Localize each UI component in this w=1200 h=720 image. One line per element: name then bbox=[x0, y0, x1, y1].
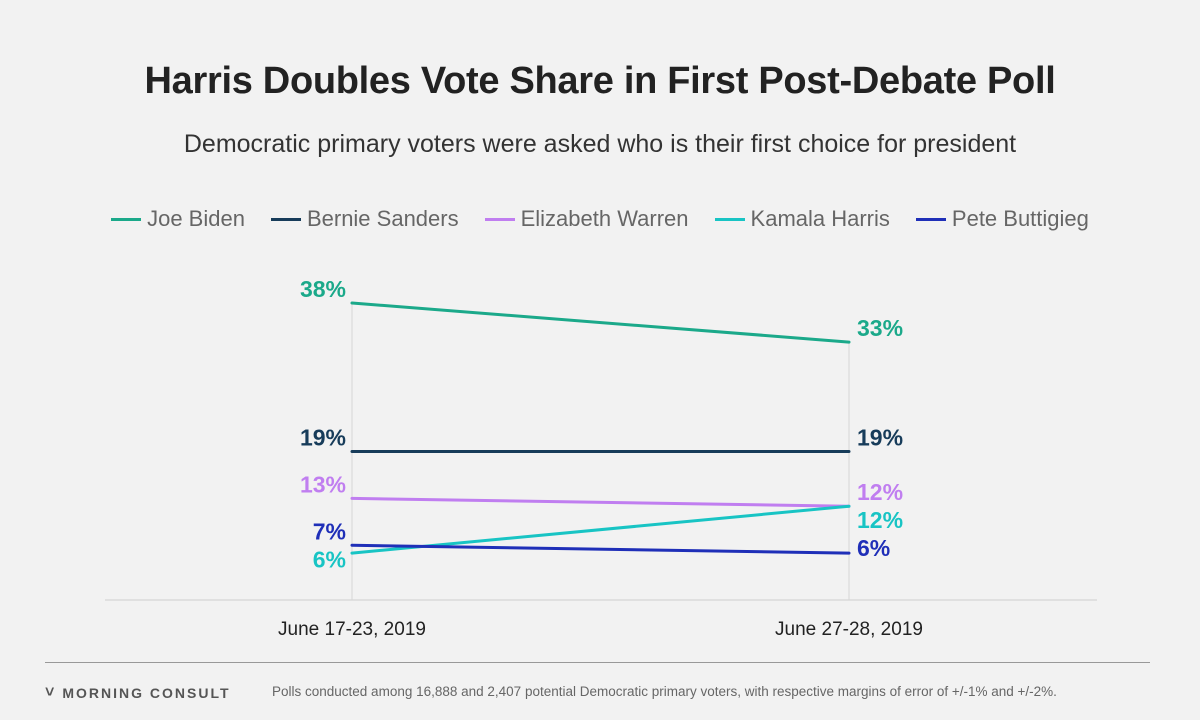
data-label: 38% bbox=[300, 276, 346, 302]
data-label: 13% bbox=[300, 471, 346, 497]
legend-label: Pete Buttigieg bbox=[951, 206, 1089, 231]
legend-item: Elizabeth Warren bbox=[484, 206, 689, 232]
data-label: 12% bbox=[857, 479, 903, 505]
data-label: 6% bbox=[313, 546, 346, 572]
series-line bbox=[350, 301, 851, 344]
data-label: 7% bbox=[313, 518, 346, 544]
chart-title: Harris Doubles Vote Share in First Post-… bbox=[144, 60, 1056, 102]
series-line bbox=[350, 496, 851, 508]
legend-label: Kamala Harris bbox=[750, 206, 890, 231]
source-note: Polls conducted among 16,888 and 2,407 p… bbox=[272, 684, 1057, 699]
brand: ˅ MORNING CONSULT bbox=[45, 684, 231, 702]
data-label: 19% bbox=[857, 425, 903, 451]
data-label: 6% bbox=[857, 535, 890, 561]
x-tick-label: June 27-28, 2019 bbox=[775, 619, 923, 640]
morning-consult-logo-icon: ˅ bbox=[45, 684, 55, 701]
legend-item: Kamala Harris bbox=[714, 206, 890, 232]
chart-legend: Joe Biden Bernie Sanders Elizabeth Warren K… bbox=[0, 206, 1200, 232]
legend-swatch bbox=[111, 217, 142, 221]
brand-name: MORNING CONSULT bbox=[62, 685, 231, 701]
data-label: 19% bbox=[300, 425, 346, 451]
legend-swatch bbox=[484, 217, 515, 221]
legend-label: Elizabeth Warren bbox=[520, 206, 689, 231]
footer-divider bbox=[45, 662, 1150, 663]
data-label: 12% bbox=[857, 507, 903, 533]
series-line bbox=[350, 543, 851, 555]
chart-subtitle: Democratic primary voters were asked who… bbox=[183, 130, 1017, 158]
legend-item: Bernie Sanders bbox=[270, 206, 459, 232]
data-label: 33% bbox=[857, 315, 903, 341]
legend-swatch bbox=[915, 217, 946, 221]
legend-label: Joe Biden bbox=[147, 206, 245, 231]
legend-item: Joe Biden bbox=[111, 206, 245, 232]
legend-item: Pete Buttigieg bbox=[915, 206, 1089, 232]
x-tick-label: June 17-23, 2019 bbox=[278, 619, 426, 640]
legend-swatch bbox=[270, 217, 301, 221]
legend-label: Bernie Sanders bbox=[306, 206, 459, 231]
legend-swatch bbox=[714, 217, 745, 221]
